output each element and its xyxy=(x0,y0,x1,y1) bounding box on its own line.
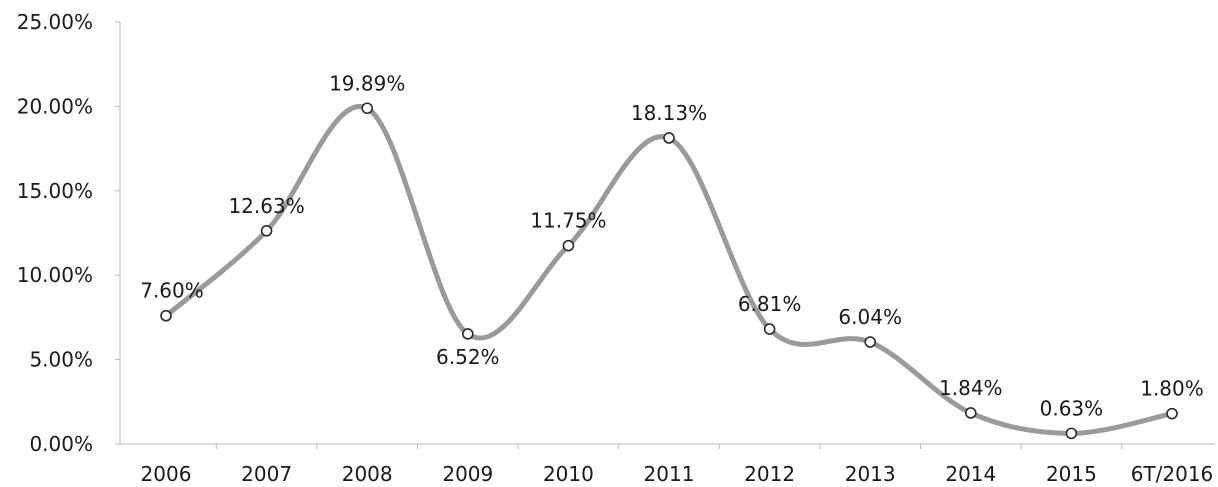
y-tick-label: 15.00% xyxy=(17,179,93,203)
data-point xyxy=(260,225,273,237)
data-point xyxy=(361,102,374,115)
data-point xyxy=(964,407,977,419)
y-tick-label: 10.00% xyxy=(17,263,93,287)
x-tick-label: 2015 xyxy=(1046,462,1097,486)
data-point xyxy=(864,336,877,348)
data-point xyxy=(663,132,675,144)
x-tick-label: 2009 xyxy=(442,462,493,486)
data-label: 1.84% xyxy=(939,376,1003,400)
data-point xyxy=(562,239,575,252)
data-label: 6.81% xyxy=(738,292,802,316)
y-tick-label: 5.00% xyxy=(29,348,93,372)
x-tick-label: 2014 xyxy=(945,462,996,486)
x-tick-label: 2011 xyxy=(644,462,695,486)
data-label: 11.75% xyxy=(530,209,606,233)
data-point xyxy=(160,309,172,322)
data-point xyxy=(1065,427,1078,440)
data-label: 6.04% xyxy=(838,305,902,329)
data-point xyxy=(763,323,776,335)
y-tick-label: 20.00% xyxy=(17,94,93,118)
x-tick-label: 2013 xyxy=(845,462,896,486)
data-label: 1.80% xyxy=(1140,377,1204,401)
x-tick-label: 2006 xyxy=(141,462,192,486)
data-label: 0.63% xyxy=(1040,396,1104,420)
x-tick-label: 2012 xyxy=(744,462,795,486)
data-point xyxy=(461,328,474,340)
data-label: 6.52% xyxy=(436,345,500,369)
series-layer xyxy=(160,102,1178,440)
data-point xyxy=(1166,407,1178,420)
x-tick-label: 2007 xyxy=(241,462,292,486)
x-axis: 2006 2007 2008 2009 2010 2011 2012 2013 2014 2015… xyxy=(120,443,1215,486)
x-tick-label: 6T/2016 xyxy=(1131,462,1214,486)
data-label: 7.60% xyxy=(140,279,204,303)
x-tick-label: 2008 xyxy=(342,462,393,486)
x-tick-label: 2010 xyxy=(543,462,594,486)
y-axis: 0.00% 5.00% 10.00% 15.00% 20.00% 25.00% xyxy=(17,10,121,456)
y-tick-label: 0.00% xyxy=(29,432,93,456)
data-label-layer: 7.60% 12.63% 19.89% 6.52% 11.75% 18.13% 6.81% 6… xyxy=(140,71,1204,420)
y-tick-label: 25.00% xyxy=(17,10,93,34)
data-label: 19.89% xyxy=(329,71,405,95)
data-label: 18.13% xyxy=(631,101,707,125)
series-line xyxy=(163,103,1175,436)
data-label: 12.63% xyxy=(228,194,304,218)
